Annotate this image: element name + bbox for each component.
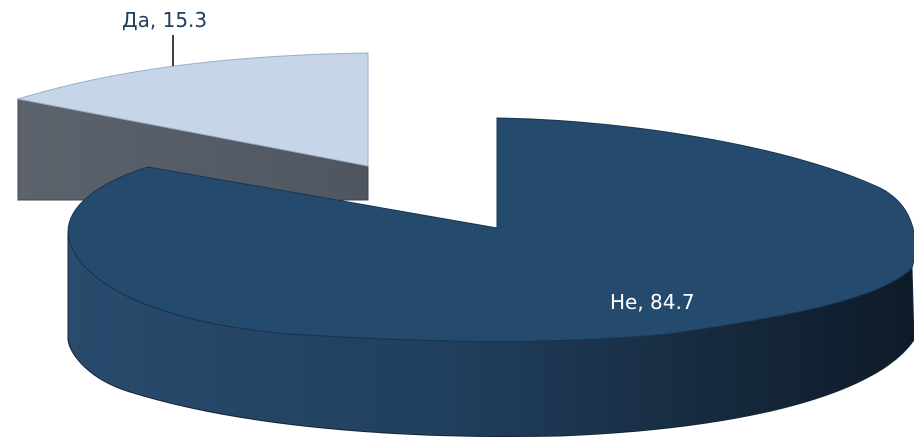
data-label-ne: Не, 84.7	[610, 290, 695, 314]
data-label-da: Да, 15.3	[122, 8, 207, 32]
slice-ne-top	[67, 117, 914, 343]
slice-da-top	[17, 52, 369, 167]
